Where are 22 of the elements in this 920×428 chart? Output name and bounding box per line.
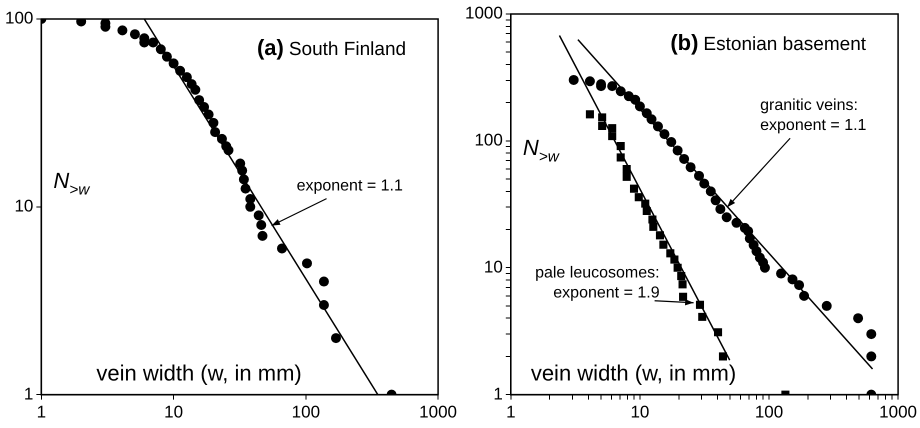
y-tick-label: 100 bbox=[4, 8, 34, 28]
y-tick-label: 10 bbox=[484, 257, 503, 276]
x-tick-label: 1000 bbox=[419, 402, 458, 422]
y-tick-label: 1 bbox=[493, 384, 503, 404]
y-tick-label: 1000 bbox=[464, 4, 503, 23]
x-axis-title: vein width (w, in mm) bbox=[96, 360, 302, 386]
text: (a) South Finland bbox=[256, 35, 406, 60]
y-tick-label: 10 bbox=[14, 196, 34, 216]
x-tick-label: 100 bbox=[292, 402, 320, 422]
x-tick-label: 1 bbox=[506, 402, 516, 422]
annotation: granitic veins: exponent = 1.1 bbox=[760, 97, 867, 134]
x-tick-label: 1000 bbox=[879, 402, 918, 422]
text: (b) Estonian basement bbox=[670, 30, 867, 55]
annotation: pale leucosomes: exponent = 1.9 bbox=[535, 264, 660, 302]
x-tick-label: 1 bbox=[36, 402, 46, 422]
x-tick-label: 10 bbox=[630, 402, 650, 422]
y-tick-label: 1 bbox=[24, 384, 34, 404]
x-axis-title: vein width (w, in mm) bbox=[530, 360, 736, 386]
annotation: exponent = 1.1 bbox=[296, 178, 403, 195]
y-tick-label: 100 bbox=[474, 130, 503, 150]
x-tick-label: 10 bbox=[164, 402, 184, 422]
x-tick-label: 100 bbox=[754, 402, 784, 422]
